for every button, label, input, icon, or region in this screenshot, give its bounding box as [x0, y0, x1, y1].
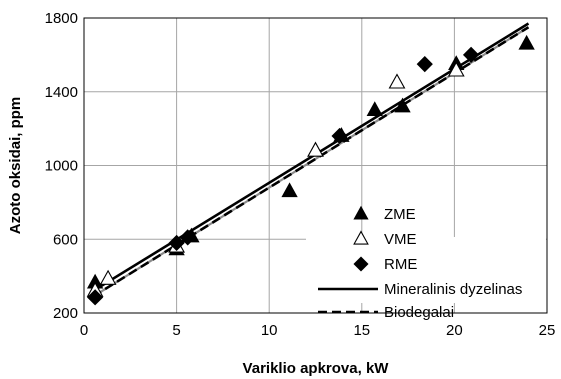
legend-label: Mineralinis dyzelinas — [384, 281, 522, 298]
legend-background — [306, 237, 546, 303]
x-tick-label: 15 — [353, 322, 370, 339]
data-points — [86, 34, 535, 306]
data-point — [307, 141, 324, 157]
y-tick-label: 1800 — [45, 10, 78, 27]
legend-symbol — [353, 256, 369, 272]
data-point — [518, 34, 535, 50]
data-point — [331, 127, 348, 145]
data-point — [281, 182, 298, 198]
data-point — [416, 55, 433, 73]
x-tick-label: 5 — [172, 322, 180, 339]
plot-frame — [83, 17, 548, 314]
legend-label: RME — [384, 256, 417, 273]
x-axis-title: Variklio apkrova, kW — [243, 360, 390, 377]
data-point — [87, 289, 104, 306]
y-axis-title: Azoto oksidai, ppm — [7, 97, 24, 235]
data-point — [168, 234, 185, 252]
tick-labels: 0 5 10 15 20 25 200 600 1000 1400 1800 — [45, 10, 556, 339]
data-point — [366, 101, 383, 117]
data-point — [99, 269, 117, 285]
data-point — [447, 61, 465, 77]
data-point — [388, 73, 406, 89]
legend-label: ZME — [384, 206, 416, 223]
x-tick-label: 20 — [446, 322, 463, 339]
x-tick-label: 25 — [539, 322, 556, 339]
y-tick-label: 1000 — [45, 158, 78, 175]
legend-symbol — [353, 230, 369, 245]
y-tick-label: 1400 — [45, 84, 78, 101]
x-tick-label: 0 — [80, 322, 88, 339]
legend-label: VME — [384, 231, 417, 248]
data-point — [179, 229, 196, 246]
data-point — [462, 46, 480, 63]
legend-symbol — [353, 205, 369, 220]
data-point — [394, 97, 411, 113]
y-tick-label: 200 — [53, 305, 78, 322]
x-tick-label: 10 — [261, 322, 278, 339]
y-tick-label: 600 — [53, 231, 78, 248]
